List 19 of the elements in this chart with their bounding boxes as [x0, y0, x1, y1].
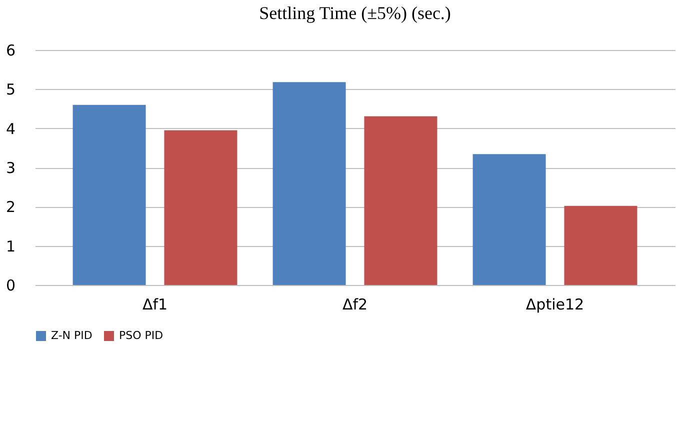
- bar: [272, 82, 346, 285]
- bar: [72, 104, 146, 285]
- y-tick-label: 1: [6, 237, 16, 256]
- x-tick-label: Δf1: [142, 296, 168, 314]
- y-tick-label: 4: [6, 120, 16, 138]
- x-tick-label: Δptie12: [526, 296, 584, 314]
- legend-label: PSO PID: [119, 329, 164, 342]
- bar: [364, 116, 438, 285]
- y-tick-label: 2: [6, 198, 16, 216]
- y-tick-label: 3: [6, 159, 16, 177]
- y-tick-label: 6: [6, 42, 16, 60]
- x-tick-label: Δf2: [342, 296, 368, 314]
- bar: [564, 206, 638, 285]
- bar: [472, 154, 546, 285]
- y-tick-label: 0: [6, 276, 16, 294]
- y-tick-label: 5: [6, 80, 16, 99]
- chart-title: Settling Time (±5%) (sec.): [259, 3, 451, 23]
- bar: [164, 130, 238, 285]
- legend-label: Z-N PID: [51, 329, 92, 342]
